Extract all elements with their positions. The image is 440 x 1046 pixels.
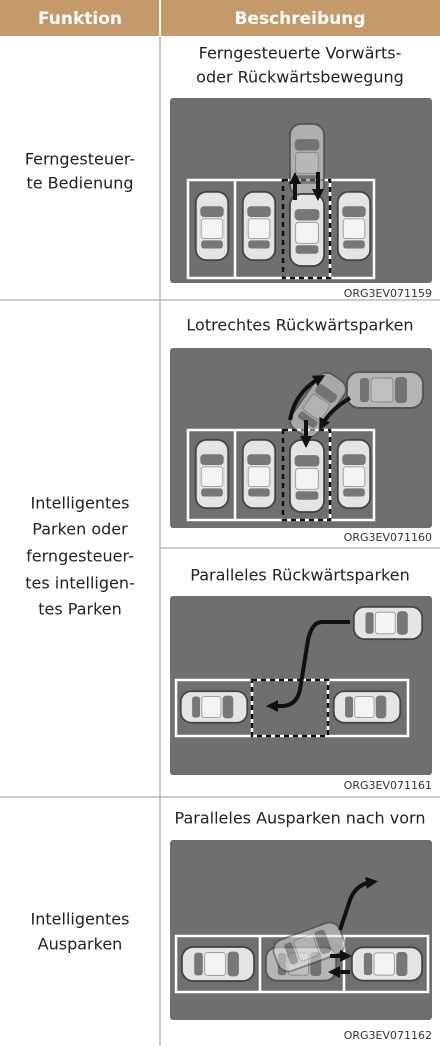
- car: [194, 190, 230, 262]
- function-label: Parken oder: [32, 520, 128, 539]
- image-code: ORG3EV071160: [344, 531, 432, 544]
- car: [194, 438, 230, 510]
- car: [336, 438, 372, 510]
- image-code: ORG3EV071159: [344, 287, 432, 300]
- header-cell: Beschreibung: [234, 9, 365, 29]
- function-label: te Bedienung: [26, 174, 133, 193]
- illustration: [170, 596, 432, 775]
- car: [180, 945, 256, 983]
- function-label: ferngesteuer-: [26, 547, 134, 566]
- car: [288, 438, 326, 514]
- illustration: [170, 98, 432, 283]
- function-label: Intelligentes: [31, 910, 130, 929]
- description-title: oder Rückwärtsbewegung: [196, 68, 404, 87]
- car: [241, 190, 277, 262]
- function-label: tes Parken: [38, 600, 122, 619]
- function-label: Ferngesteuer-: [25, 150, 135, 169]
- image-code: ORG3EV071161: [344, 779, 432, 792]
- car: [288, 192, 326, 268]
- description-title: Lotrechtes Rückwärtsparken: [186, 316, 413, 335]
- car: [179, 690, 249, 724]
- header-cell: Funktion: [38, 9, 122, 29]
- car: [336, 190, 372, 262]
- header-bar: [0, 0, 440, 36]
- description-title: Paralleles Ausparken nach vorn: [175, 809, 426, 828]
- illustration: [170, 840, 432, 1020]
- function-label: tes intelligen-: [25, 574, 135, 593]
- car: [332, 690, 402, 724]
- car: [241, 438, 277, 510]
- illustration: [170, 348, 432, 528]
- car: [346, 371, 424, 409]
- description-title: Paralleles Rückwärtsparken: [190, 566, 409, 585]
- image-code: ORG3EV071162: [344, 1029, 432, 1042]
- function-label: Ausparken: [38, 935, 123, 954]
- function-label: Intelligentes: [31, 494, 130, 513]
- car: [350, 946, 424, 982]
- car: [352, 605, 424, 641]
- description-title: Ferngesteuerte Vorwärts-: [199, 44, 402, 63]
